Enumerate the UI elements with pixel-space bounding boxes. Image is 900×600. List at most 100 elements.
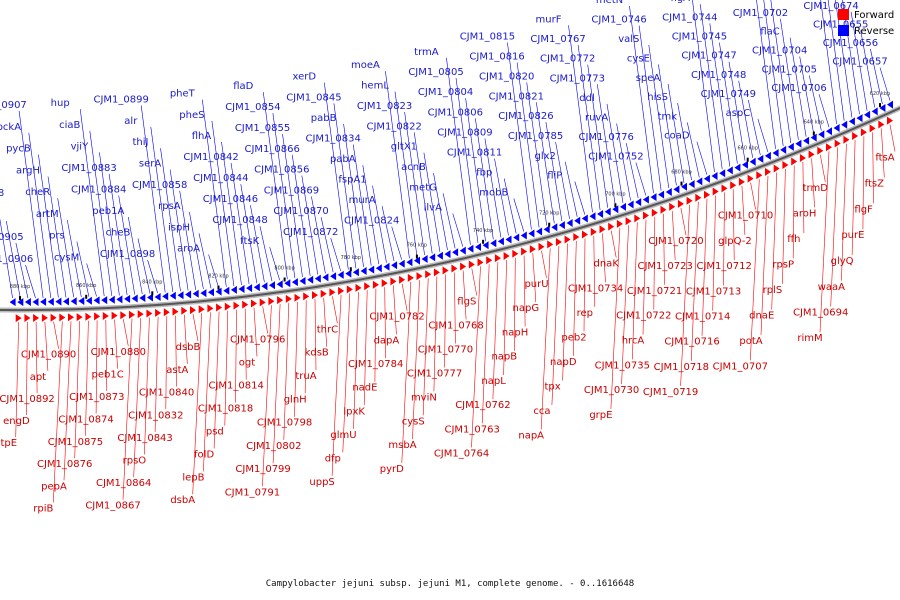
forward-leader-line <box>792 165 795 259</box>
forward-gene-arrow <box>738 177 745 186</box>
forward-gene-arrow <box>120 311 127 320</box>
forward-gene-arrow <box>41 313 48 322</box>
forward-gene-label: kdsB <box>305 348 329 359</box>
scale-tick-label: 760 kbp <box>407 243 427 249</box>
forward-gene-label: pyrD <box>380 464 404 475</box>
reverse-gene-arrow <box>764 151 771 160</box>
forward-leader-line <box>862 136 865 230</box>
reverse-gene-arrow <box>726 166 733 175</box>
reverse-leader-line <box>789 37 807 137</box>
reverse-leader-line <box>140 105 166 293</box>
forward-leader-line <box>433 276 438 392</box>
forward-gene-arrow <box>181 306 188 315</box>
forward-gene-arrow <box>303 292 310 301</box>
reverse-leader-line <box>770 0 792 143</box>
forward-gene-arrow <box>486 256 493 265</box>
forward-gene-label: folD <box>194 450 214 461</box>
forward-gene-label: ftsZ <box>865 179 884 190</box>
reverse-leader-line <box>413 132 433 254</box>
reverse-gene-label: hisS <box>647 92 668 103</box>
forward-gene-label: CJM1_0874 <box>58 414 113 425</box>
reverse-leader-line <box>545 122 563 222</box>
forward-gene-arrow <box>677 199 684 208</box>
forward-leader-line <box>412 280 420 440</box>
reverse-leader-line <box>391 226 402 260</box>
reverse-leader-line <box>259 226 273 282</box>
forward-gene-label: napA <box>518 430 544 441</box>
reverse-leader-line <box>587 64 608 208</box>
reverse-gene-label: CJM1_0845 <box>286 92 341 103</box>
reverse-gene-arrow <box>528 229 535 238</box>
reverse-gene-label: CJM1_0824 <box>344 216 399 227</box>
reverse-leader-line <box>606 103 624 203</box>
reverse-gene-label: CJM1_0748 <box>691 70 746 81</box>
forward-gene-label: CJM1_0730 <box>584 385 639 396</box>
reverse-gene-label: metN <box>596 0 623 6</box>
reverse-gene-arrow <box>665 188 672 196</box>
scale-tick-mark <box>879 103 881 108</box>
forward-leader-line <box>610 230 617 258</box>
forward-gene-label: lpxK <box>343 406 365 417</box>
forward-leader-line <box>663 213 665 285</box>
reverse-gene-arrow <box>543 225 550 234</box>
forward-leader-line <box>573 240 577 357</box>
forward-gene-arrow <box>599 225 606 234</box>
forward-gene-arrow <box>521 247 528 256</box>
forward-leader-line <box>811 158 815 208</box>
forward-gene-arrow <box>756 171 763 180</box>
forward-gene-arrow <box>198 305 205 314</box>
forward-gene-label: CJM1_0710 <box>718 211 773 222</box>
reverse-gene-label: CJM1_0884 <box>71 185 126 196</box>
forward-gene-label: dsbB <box>176 342 201 353</box>
reverse-gene-label: CJM1_0705 <box>762 64 817 75</box>
reverse-gene-label: CJM1_0702 <box>733 8 788 19</box>
forward-leader-line <box>85 320 89 436</box>
reverse-leader-line <box>687 122 700 178</box>
scale-tick-label: 780 kbp <box>341 255 361 261</box>
forward-gene-label: ffh <box>787 234 800 245</box>
scale-tick-label: 820 kbp <box>208 274 228 280</box>
reverse-leader-line <box>324 82 349 270</box>
forward-gene-label: hrcA <box>622 336 645 347</box>
reverse-gene-arrow <box>795 139 802 148</box>
reverse-gene-label: rpsA <box>158 201 181 212</box>
reverse-leader-line <box>484 138 502 238</box>
forward-gene-label: glpQ-2 <box>718 236 752 247</box>
forward-leader-line <box>95 320 98 414</box>
forward-gene-arrow <box>50 313 57 322</box>
forward-gene-label: CJM1_0777 <box>407 369 462 380</box>
forward-leader-line <box>244 308 247 380</box>
forward-leader-line <box>872 132 874 204</box>
forward-gene-label: glnH <box>284 394 307 405</box>
forward-leader-line <box>562 243 568 381</box>
forward-gene-label: CJM1_0875 <box>48 437 103 448</box>
reverse-gene-arrow <box>337 270 344 279</box>
reverse-gene-arrow <box>787 142 794 151</box>
forward-leader-line <box>541 250 547 278</box>
reverse-gene-arrow <box>406 258 413 267</box>
reverse-gene-arrow <box>490 239 497 248</box>
reverse-gene-arrow <box>131 294 138 303</box>
reverse-gene-arrow <box>398 259 405 268</box>
forward-gene-label: CJM1_0763 <box>445 424 500 435</box>
reverse-gene-label: cysE <box>627 53 650 64</box>
forward-leader-line <box>701 198 708 336</box>
reverse-leader-line <box>147 259 158 294</box>
forward-leader-line <box>471 266 481 448</box>
forward-gene-label: CJM1_0892 <box>0 394 55 405</box>
forward-gene-arrow <box>643 211 649 220</box>
forward-gene-label: CJM1_0873 <box>69 392 124 403</box>
scale-tick-label: 700 kbp <box>605 191 625 197</box>
reverse-gene-label: CJM1_0674 <box>803 1 858 12</box>
forward-gene-label: napL <box>481 376 506 387</box>
reverse-gene-label: CJM1_0906 <box>0 254 33 265</box>
forward-leader-line <box>105 319 108 392</box>
reverse-gene-label: CJM1_0848 <box>212 215 267 226</box>
reverse-leader-line <box>757 118 769 152</box>
reverse-gene-arrow <box>749 157 756 166</box>
forward-leader-line <box>540 248 551 430</box>
reverse-gene-label: CJM1_0844 <box>193 173 248 184</box>
reverse-gene-label: CJM1_0846 <box>203 194 258 205</box>
forward-gene-arrow <box>416 272 423 281</box>
scale-tick-mark <box>349 267 352 272</box>
